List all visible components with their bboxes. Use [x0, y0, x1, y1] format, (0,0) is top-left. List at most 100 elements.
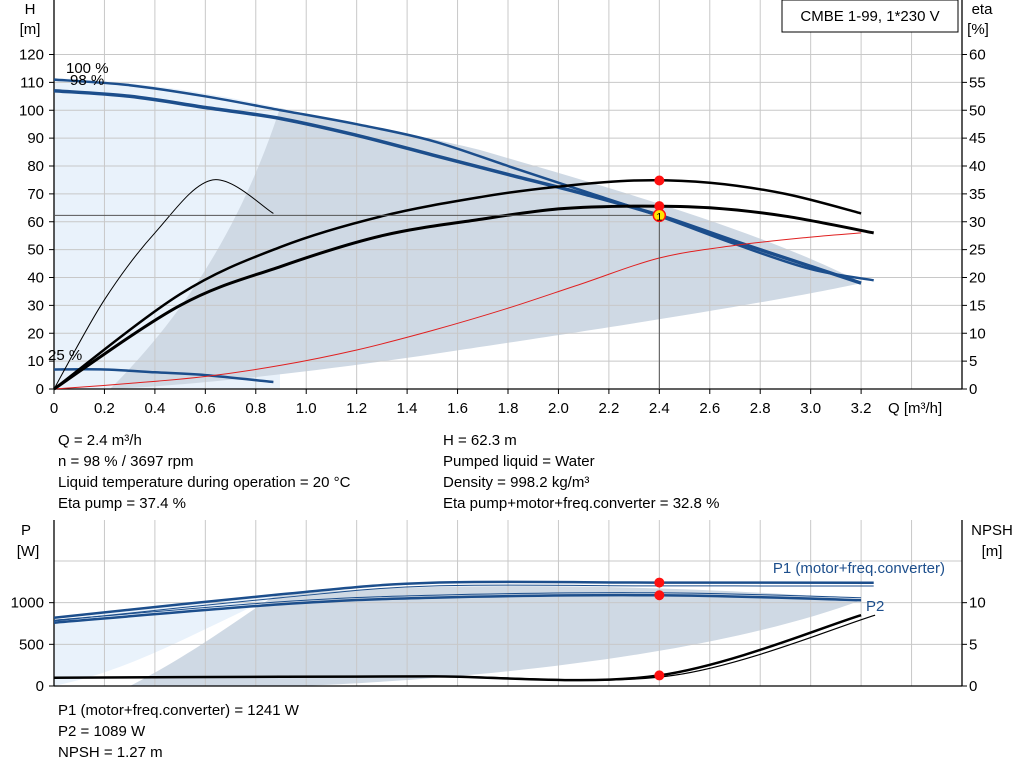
y-axis-unit-p: [W]	[17, 543, 40, 560]
operating-marker-duty	[652, 208, 667, 223]
x-tick-label: 1.0	[296, 400, 317, 417]
y-axis-unit-npsh: [m]	[982, 543, 1003, 560]
y-tick-label: 50	[27, 242, 44, 259]
x-tick-label: 1.4	[397, 400, 418, 417]
y-tick-label: 20	[27, 325, 44, 342]
operating-marker-eta-total	[654, 201, 665, 212]
p2-curve	[53, 593, 862, 624]
y-tick-label: 100	[19, 102, 44, 119]
p2-curve-reduced	[53, 592, 862, 621]
chart-title: CMBE 1-99, 1*230 V	[800, 8, 939, 25]
y-tick-label: 90	[27, 130, 44, 147]
y-tick-label-bottom: 1000	[11, 595, 44, 612]
eta-total-curve	[53, 204, 874, 391]
info-eta-total: Eta pump+motor+freq.converter = 32.8 %	[443, 495, 720, 512]
operating-region-top	[110, 108, 862, 389]
info-p2: P2 = 1089 W	[58, 723, 146, 740]
y-axis-label-p: P	[21, 522, 31, 539]
y-axis-label-npsh: NPSH	[971, 522, 1013, 539]
operating-region-bottom	[130, 586, 862, 686]
y-right-tick-label-bottom: 10	[969, 595, 986, 612]
x-tick-label: 2.4	[649, 400, 670, 417]
y-right-tick-label: 45	[969, 130, 986, 147]
x-axis-label: Q [m³/h]	[888, 400, 942, 417]
operating-marker-p1	[654, 577, 665, 588]
operating-marker-eta-pump	[654, 175, 665, 186]
x-tick-label: 2.6	[699, 400, 720, 417]
title-box	[781, 0, 959, 33]
system-curve	[53, 232, 862, 390]
y-right-tick-label-bottom: 5	[969, 636, 977, 653]
y-axis-label-h: H	[25, 1, 36, 18]
y-right-tick-label-bottom: 0	[969, 678, 977, 695]
info-top-right: H = 62.3 m Pumped liquid = Water Density…	[443, 430, 719, 514]
x-tick-label: 1.6	[447, 400, 468, 417]
x-tick-label: 0.6	[195, 400, 216, 417]
y-tick-label: 30	[27, 297, 44, 314]
y-tick-label-bottom: 500	[19, 636, 44, 653]
x-tick-label: 1.2	[346, 400, 367, 417]
x-tick-label: 0	[50, 400, 58, 417]
qh-curve-25	[53, 368, 274, 384]
info-top-left: Q = 2.4 m³/h n = 98 % / 3697 rpm Liquid …	[58, 430, 350, 514]
info-npsh: NPSH = 1.27 m	[58, 744, 163, 761]
y-right-tick-label: 15	[969, 297, 986, 314]
eta-curve-25	[53, 179, 274, 390]
p1-series-label: P1 (motor+freq.converter)	[773, 560, 945, 577]
y-axis-unit-h: [m]	[20, 21, 41, 38]
info-speed: n = 98 % / 3697 rpm	[58, 453, 194, 470]
y-tick-label: 80	[27, 158, 44, 175]
info-liquid-temp: Liquid temperature during operation = 20…	[58, 474, 351, 491]
p1-curve-reduced	[53, 584, 874, 622]
npsh-curve-secondary	[67, 614, 876, 681]
speed-label-98: 98 %	[70, 72, 104, 89]
info-pumped-liquid: Pumped liquid = Water	[443, 453, 595, 470]
y-right-tick-label: 60	[969, 47, 986, 64]
y-right-tick-label: 35	[969, 186, 986, 203]
speed-label-100: 100 %	[66, 60, 109, 77]
x-tick-label: 2.2	[598, 400, 619, 417]
y-tick-label: 120	[19, 47, 44, 64]
x-tick-label: 2.0	[548, 400, 569, 417]
y-tick-label: 60	[27, 214, 44, 231]
y-tick-label: 0	[36, 381, 44, 398]
x-tick-label: 2.8	[750, 400, 771, 417]
y-axis-label-eta: eta	[972, 1, 994, 18]
y-tick-label: 10	[27, 353, 44, 370]
x-tick-label: 1.8	[498, 400, 519, 417]
qh-curve-98	[53, 88, 862, 285]
x-tick-label: 0.4	[144, 400, 165, 417]
operating-marker-p2	[654, 590, 665, 601]
info-flow: Q = 2.4 m³/h	[58, 432, 142, 449]
y-right-tick-label: 10	[969, 325, 986, 342]
x-tick-label: 0.8	[245, 400, 266, 417]
x-tick-label: 3.0	[800, 400, 821, 417]
info-bottom: P1 (motor+freq.converter) = 1241 W P2 = …	[58, 700, 299, 763]
info-p1: P1 (motor+freq.converter) = 1241 W	[58, 702, 299, 719]
operating-marker-npsh	[654, 670, 665, 681]
y-right-tick-label: 20	[969, 270, 986, 287]
y-right-tick-label: 25	[969, 242, 986, 259]
p2-series-label: P2	[866, 598, 884, 615]
eta-pump-curve	[53, 178, 862, 390]
grid-lines	[53, 0, 962, 687]
qh-curve-100	[53, 78, 874, 282]
y-right-tick-label: 30	[969, 214, 986, 231]
y-right-tick-label: 5	[969, 353, 977, 370]
y-right-tick-label: 40	[969, 158, 986, 175]
y-right-tick-label: 50	[969, 102, 986, 119]
y-tick-label-bottom: 0	[36, 678, 44, 695]
operating-marker-label: 1	[656, 211, 662, 223]
y-axis-unit-eta: [%]	[967, 21, 989, 38]
info-eta-pump: Eta pump = 37.4 %	[58, 495, 186, 512]
y-tick-label: 70	[27, 186, 44, 203]
y-right-tick-label: 55	[969, 74, 986, 91]
y-tick-label: 40	[27, 270, 44, 287]
speed-label-25: 25 %	[48, 347, 82, 364]
p1-curve	[53, 580, 874, 619]
y-tick-label: 110	[20, 74, 44, 91]
info-density: Density = 998.2 kg/m³	[443, 474, 590, 491]
x-tick-label: 3.2	[851, 400, 872, 417]
y-right-tick-label: 0	[969, 381, 977, 398]
